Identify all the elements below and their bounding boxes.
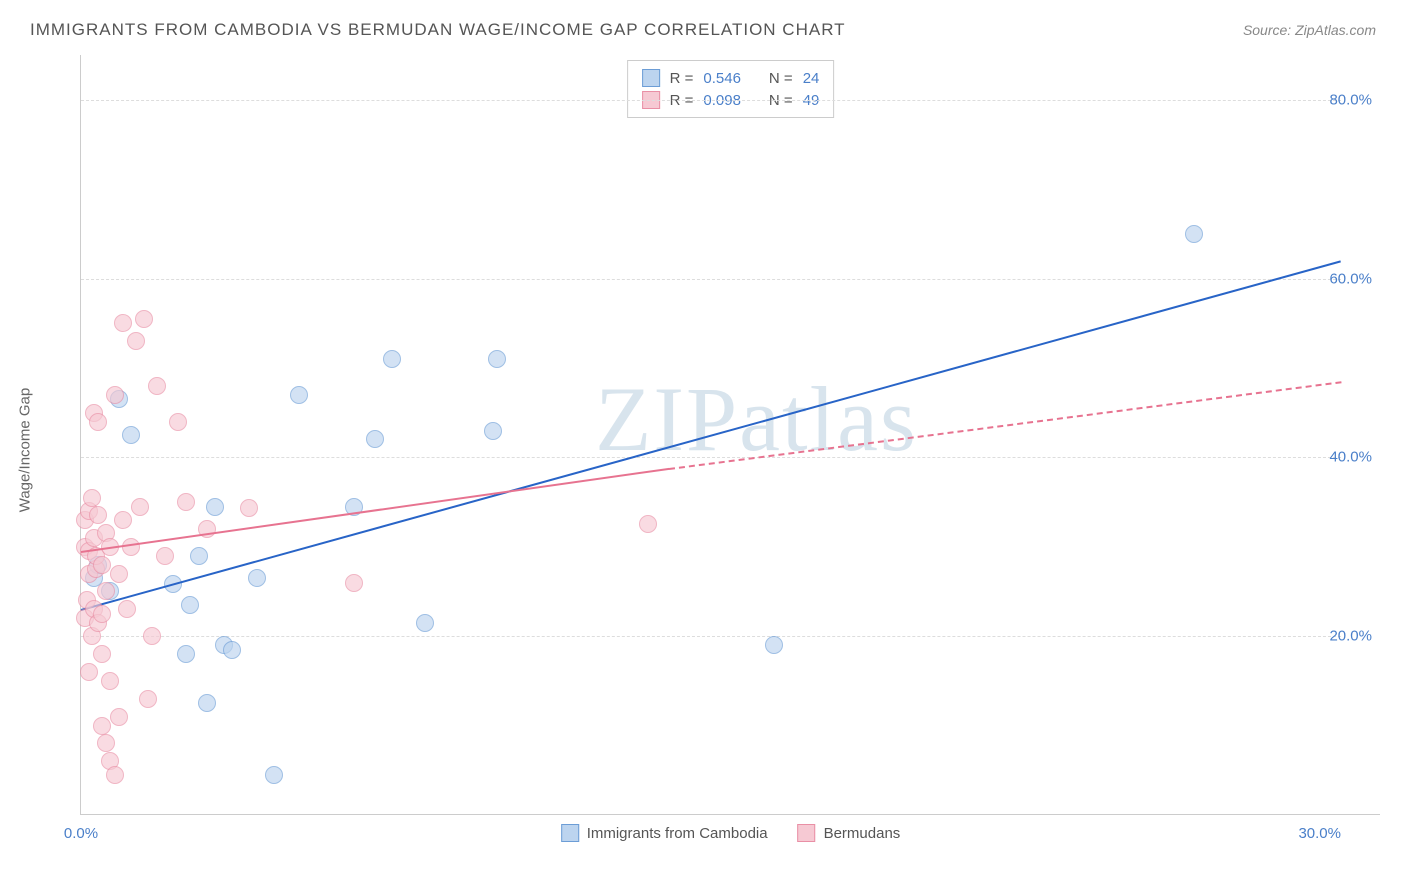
data-point	[122, 426, 140, 444]
data-point	[416, 614, 434, 632]
data-point	[181, 596, 199, 614]
data-point	[106, 766, 124, 784]
data-point	[97, 582, 115, 600]
data-point	[118, 600, 136, 618]
data-point	[110, 565, 128, 583]
x-tick-label: 0.0%	[64, 825, 98, 842]
data-point	[177, 493, 195, 511]
data-point	[127, 332, 145, 350]
data-point	[106, 386, 124, 404]
data-point	[143, 627, 161, 645]
data-point	[198, 694, 216, 712]
y-axis-label: Wage/Income Gap	[17, 388, 34, 513]
data-point	[101, 672, 119, 690]
x-tick-label: 30.0%	[1298, 825, 1341, 842]
data-point	[366, 430, 384, 448]
data-point	[114, 511, 132, 529]
data-point	[169, 413, 187, 431]
data-point	[139, 690, 157, 708]
y-tick-label: 60.0%	[1329, 270, 1372, 287]
plot-area: ZIPatlas R =0.546N =24R =0.098N =49 Immi…	[80, 55, 1380, 815]
series-name: Immigrants from Cambodia	[587, 825, 768, 842]
gridline	[81, 457, 1341, 458]
data-point	[488, 350, 506, 368]
legend-row: R = 0.546 N = 24	[642, 67, 820, 89]
data-point	[484, 422, 502, 440]
data-point	[240, 499, 258, 517]
y-tick-label: 40.0%	[1329, 449, 1372, 466]
legend-item: Bermudans	[798, 824, 901, 842]
trend-line	[81, 468, 669, 553]
data-point	[93, 605, 111, 623]
data-point	[223, 641, 241, 659]
data-point	[131, 498, 149, 516]
data-point	[248, 569, 266, 587]
n-value: 24	[803, 70, 820, 87]
legend-item: Immigrants from Cambodia	[561, 824, 768, 842]
data-point	[265, 766, 283, 784]
n-label: N =	[769, 70, 793, 87]
legend-swatch	[798, 824, 816, 842]
data-point	[110, 708, 128, 726]
data-point	[148, 377, 166, 395]
data-point	[135, 310, 153, 328]
data-point	[89, 506, 107, 524]
data-point	[1185, 225, 1203, 243]
legend-swatch	[561, 824, 579, 842]
data-point	[93, 717, 111, 735]
series-name: Bermudans	[824, 825, 901, 842]
data-point	[80, 663, 98, 681]
data-point	[383, 350, 401, 368]
data-point	[156, 547, 174, 565]
data-point	[93, 645, 111, 663]
series-legend: Immigrants from Cambodia Bermudans	[561, 824, 901, 842]
data-point	[97, 734, 115, 752]
data-point	[83, 489, 101, 507]
data-point	[190, 547, 208, 565]
data-point	[206, 498, 224, 516]
trend-line	[81, 261, 1342, 612]
data-point	[765, 636, 783, 654]
data-point	[177, 645, 195, 663]
source-label: Source: ZipAtlas.com	[1243, 22, 1376, 38]
legend-swatch	[642, 69, 660, 87]
r-label: R =	[670, 70, 694, 87]
data-point	[345, 574, 363, 592]
gridline	[81, 636, 1341, 637]
data-point	[89, 413, 107, 431]
chart-container: Wage/Income Gap ZIPatlas R =0.546N =24R …	[50, 55, 1380, 845]
chart-title: IMMIGRANTS FROM CAMBODIA VS BERMUDAN WAG…	[30, 20, 846, 40]
correlation-legend: R =0.546N =24R =0.098N =49	[627, 60, 835, 118]
y-tick-label: 80.0%	[1329, 91, 1372, 108]
gridline	[81, 279, 1341, 280]
data-point	[93, 556, 111, 574]
gridline	[81, 100, 1341, 101]
data-point	[290, 386, 308, 404]
data-point	[114, 314, 132, 332]
r-value: 0.546	[703, 70, 741, 87]
y-tick-label: 20.0%	[1329, 628, 1372, 645]
data-point	[639, 515, 657, 533]
